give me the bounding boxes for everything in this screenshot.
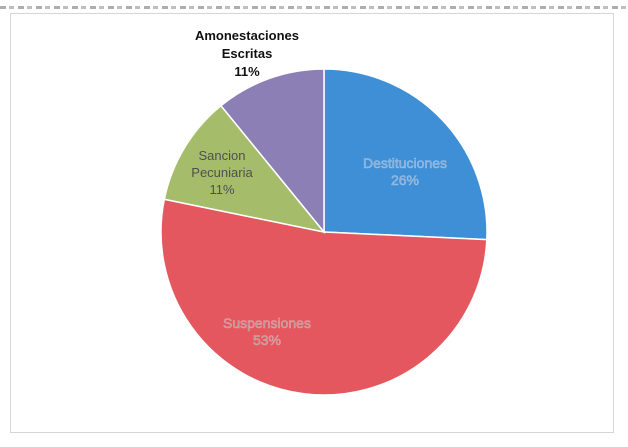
- scan-artifact-top: [0, 6, 628, 9]
- pie-label-destituciones: Destituciones 26%: [363, 155, 447, 188]
- pie-slice-sancion-pecuniaria: [163, 104, 326, 234]
- pie-slice-suspensiones: [160, 198, 488, 396]
- pie-slices: [160, 68, 488, 396]
- pie-slice-amonestaciones-escritas: [219, 68, 325, 235]
- pie-label-amonestaciones-escritas: Amonestaciones Escritas 11%: [195, 28, 299, 79]
- pie-labels: Destituciones 26% Suspensiones 53% Sancion Pe…: [191, 28, 447, 348]
- pie-slice-destituciones: [323, 68, 488, 241]
- pie-label-suspensiones: Suspensiones 53%: [223, 315, 311, 348]
- pie-label-sancion-pecuniaria: Sancion Pecuniaria 11%: [191, 148, 253, 197]
